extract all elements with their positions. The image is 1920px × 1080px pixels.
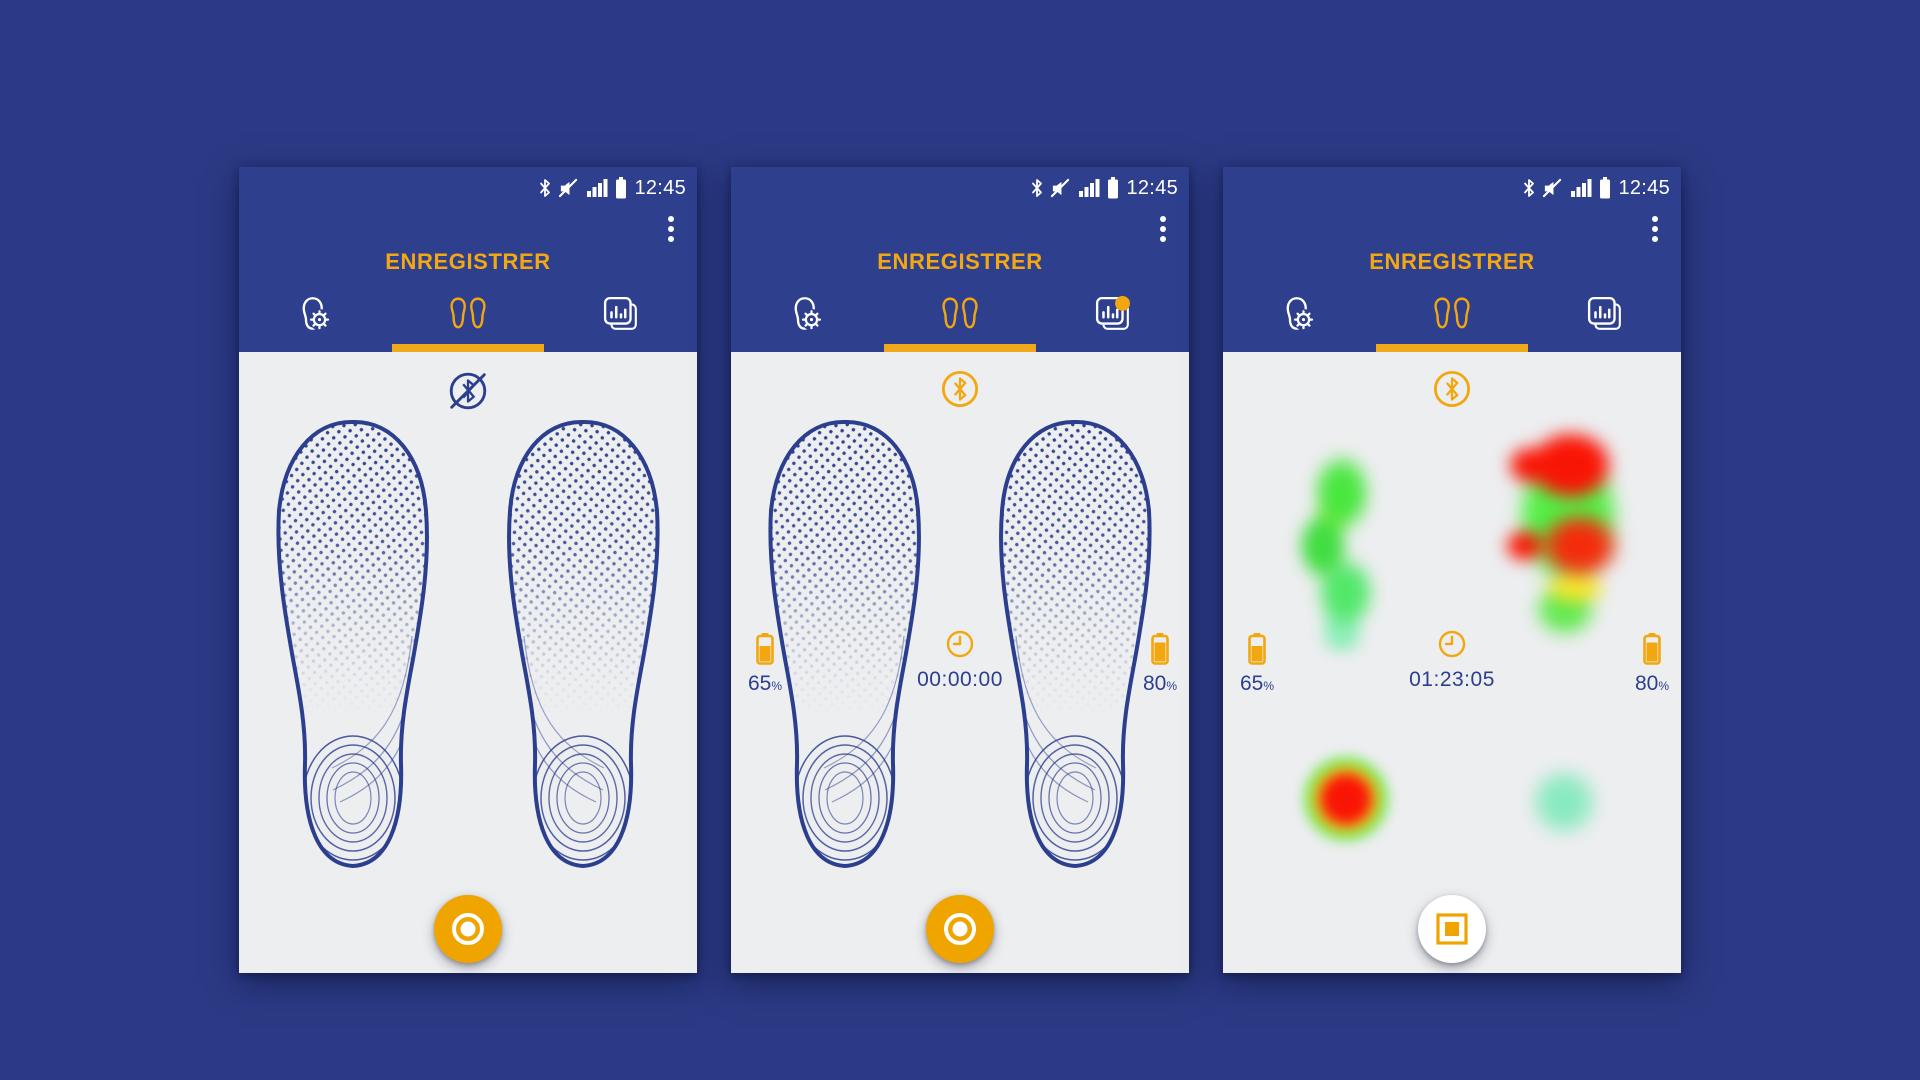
tab-stats[interactable] <box>1036 283 1189 344</box>
session-timer: 01:23:05 <box>1223 629 1681 692</box>
bluetooth-status-icon <box>1523 178 1535 198</box>
tab-insole-settings[interactable] <box>731 283 884 344</box>
app-header: 12:45 ENREGISTRER <box>1223 167 1681 352</box>
heatmap-right-heel <box>1518 756 1610 848</box>
right-insole-battery: 80% <box>1134 633 1186 696</box>
screen-body: 65% 01:23:05 80% <box>1223 352 1681 973</box>
active-tab-underline <box>391 344 545 352</box>
insole-pair-icon <box>938 296 982 331</box>
tab-bar <box>731 283 1189 344</box>
battery-left-value: 65 <box>747 672 772 695</box>
battery-left-icon <box>756 633 774 665</box>
battery-right-unit: % <box>1166 679 1178 693</box>
insole-pair-icon <box>446 296 490 331</box>
clock-time: 12:45 <box>1618 176 1670 199</box>
battery-left-value: 65 <box>1239 672 1264 695</box>
tab-bar <box>1223 283 1681 344</box>
heatmap-left-forefoot <box>1273 440 1398 652</box>
phone-screen-recording: 12:45 ENREGISTRER <box>1223 167 1681 973</box>
overflow-menu-button[interactable] <box>1642 214 1668 244</box>
overflow-menu-button[interactable] <box>1150 214 1176 244</box>
status-bar: 12:45 <box>1031 177 1178 199</box>
battery-left-icon <box>1248 633 1266 665</box>
signal-strength-icon <box>1078 177 1100 199</box>
bluetooth-connected-icon[interactable] <box>939 368 981 413</box>
stop-button[interactable] <box>1418 895 1486 963</box>
stats-stack-icon-with-badge <box>1095 295 1130 330</box>
insole-pair-icon <box>1430 296 1474 331</box>
stats-stack-icon <box>603 296 637 330</box>
session-timer: 00:00:00 <box>731 629 1189 692</box>
status-bar: 12:45 <box>539 177 686 199</box>
bluetooth-status-icon <box>539 178 551 198</box>
battery-left-unit: % <box>1263 679 1275 693</box>
battery-status-icon <box>1599 177 1611 199</box>
battery-right-value: 80 <box>1142 672 1167 695</box>
record-button[interactable] <box>926 895 994 963</box>
battery-status-icon <box>1107 177 1119 199</box>
timer-value: 01:23:05 <box>1409 668 1495 691</box>
signal-strength-icon <box>586 177 608 199</box>
battery-right-icon <box>1643 633 1661 665</box>
left-insole-battery: 65% <box>1225 633 1289 696</box>
tab-stats[interactable] <box>544 283 697 344</box>
record-icon <box>452 913 484 945</box>
right-insole-battery: 80% <box>1626 633 1678 696</box>
screen-body: 65% 00:00:00 80% <box>731 352 1189 973</box>
overflow-menu-button[interactable] <box>658 214 684 244</box>
clock-time: 12:45 <box>634 176 686 199</box>
page-title: ENREGISTRER <box>877 249 1043 274</box>
bluetooth-disconnected-icon[interactable] <box>445 368 491 417</box>
page-title: ENREGISTRER <box>1369 249 1535 274</box>
battery-left-unit: % <box>771 679 783 693</box>
app-header: 12:45 ENREGISTRER <box>239 167 697 352</box>
battery-right-value: 80 <box>1634 672 1659 695</box>
tab-record[interactable] <box>392 283 545 344</box>
insole-gear-icon <box>1282 296 1316 332</box>
timer-clock-icon <box>1437 629 1467 659</box>
insole-gear-icon <box>298 296 332 332</box>
screen-body <box>239 352 697 973</box>
heatmap-right-forefoot <box>1495 427 1641 639</box>
mute-icon <box>1050 178 1071 199</box>
timer-value: 00:00:00 <box>917 668 1003 691</box>
heatmap-left-heel <box>1294 747 1398 851</box>
bluetooth-connected-icon[interactable] <box>1431 368 1473 413</box>
active-tab-underline <box>1375 344 1529 352</box>
battery-right-icon <box>1151 633 1169 665</box>
phone-screen-ready: 12:45 ENREGISTRER <box>731 167 1189 973</box>
tab-stats[interactable] <box>1528 283 1681 344</box>
stats-notification-badge <box>1114 295 1130 311</box>
tab-insole-settings[interactable] <box>239 283 392 344</box>
tab-bar <box>239 283 697 344</box>
tab-insole-settings[interactable] <box>1223 283 1376 344</box>
mute-icon <box>558 178 579 199</box>
record-icon <box>944 913 976 945</box>
active-tab-underline <box>883 344 1037 352</box>
mute-icon <box>1542 178 1563 199</box>
battery-right-unit: % <box>1658 679 1670 693</box>
page-title: ENREGISTRER <box>385 249 551 274</box>
bluetooth-status-icon <box>1031 178 1043 198</box>
stats-stack-icon <box>1587 296 1621 330</box>
app-header: 12:45 ENREGISTRER <box>731 167 1189 352</box>
signal-strength-icon <box>1570 177 1592 199</box>
stop-icon <box>1436 913 1468 945</box>
tab-record[interactable] <box>1376 283 1529 344</box>
timer-clock-icon <box>945 629 975 659</box>
record-button[interactable] <box>434 895 502 963</box>
clock-time: 12:45 <box>1126 176 1178 199</box>
phone-screen-disconnected: 12:45 ENREGISTRER <box>239 167 697 973</box>
status-bar: 12:45 <box>1523 177 1670 199</box>
tab-record[interactable] <box>884 283 1037 344</box>
left-insole-battery: 65% <box>733 633 797 696</box>
battery-status-icon <box>615 177 627 199</box>
insole-gear-icon <box>790 296 824 332</box>
insole-pair-graphic <box>275 416 661 871</box>
